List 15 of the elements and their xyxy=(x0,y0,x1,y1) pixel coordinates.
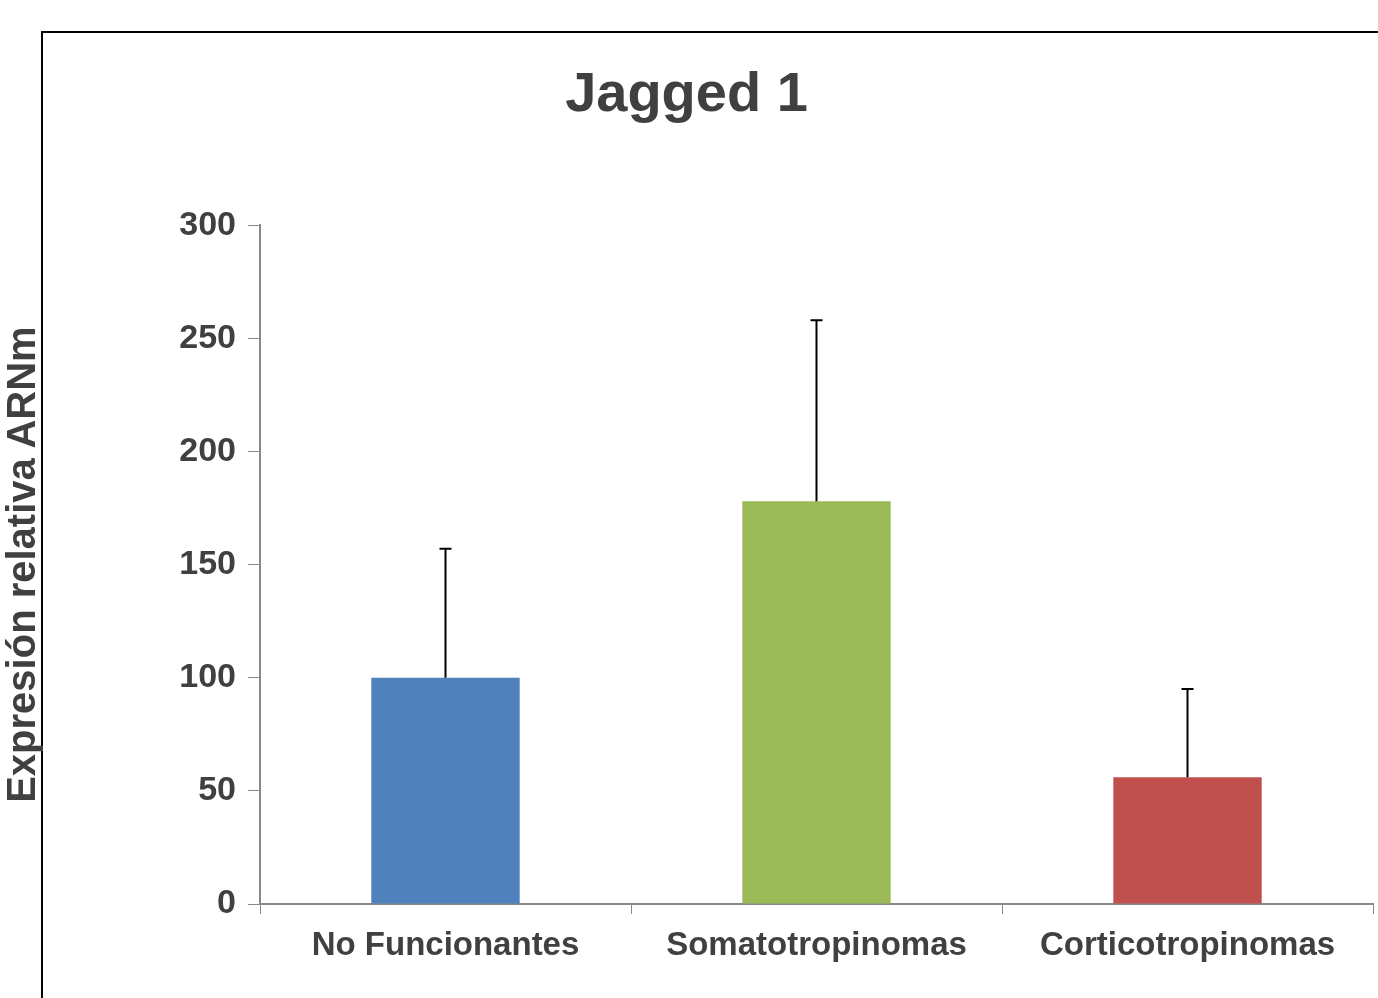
x-tick-label: No Funcionantes xyxy=(311,924,580,962)
y-tick-label: 0 xyxy=(217,882,236,921)
y-tick-label: 250 xyxy=(179,316,236,355)
x-tick-label: Somatotropinomas xyxy=(666,924,967,962)
y-tick-label: 100 xyxy=(179,656,236,695)
y-tick-label: 300 xyxy=(179,203,236,242)
y-tick-label: 200 xyxy=(179,429,236,468)
bar xyxy=(371,677,520,904)
x-tick-label: Corticotropinomas xyxy=(1039,924,1336,962)
bar xyxy=(742,501,891,904)
bar xyxy=(1113,777,1262,904)
y-tick-label: 50 xyxy=(198,769,236,808)
chart-title: Jagged 1 xyxy=(565,60,808,124)
y-tick-label: 150 xyxy=(179,542,236,581)
y-axis-title: Expresión relativa ARNm xyxy=(0,326,44,803)
